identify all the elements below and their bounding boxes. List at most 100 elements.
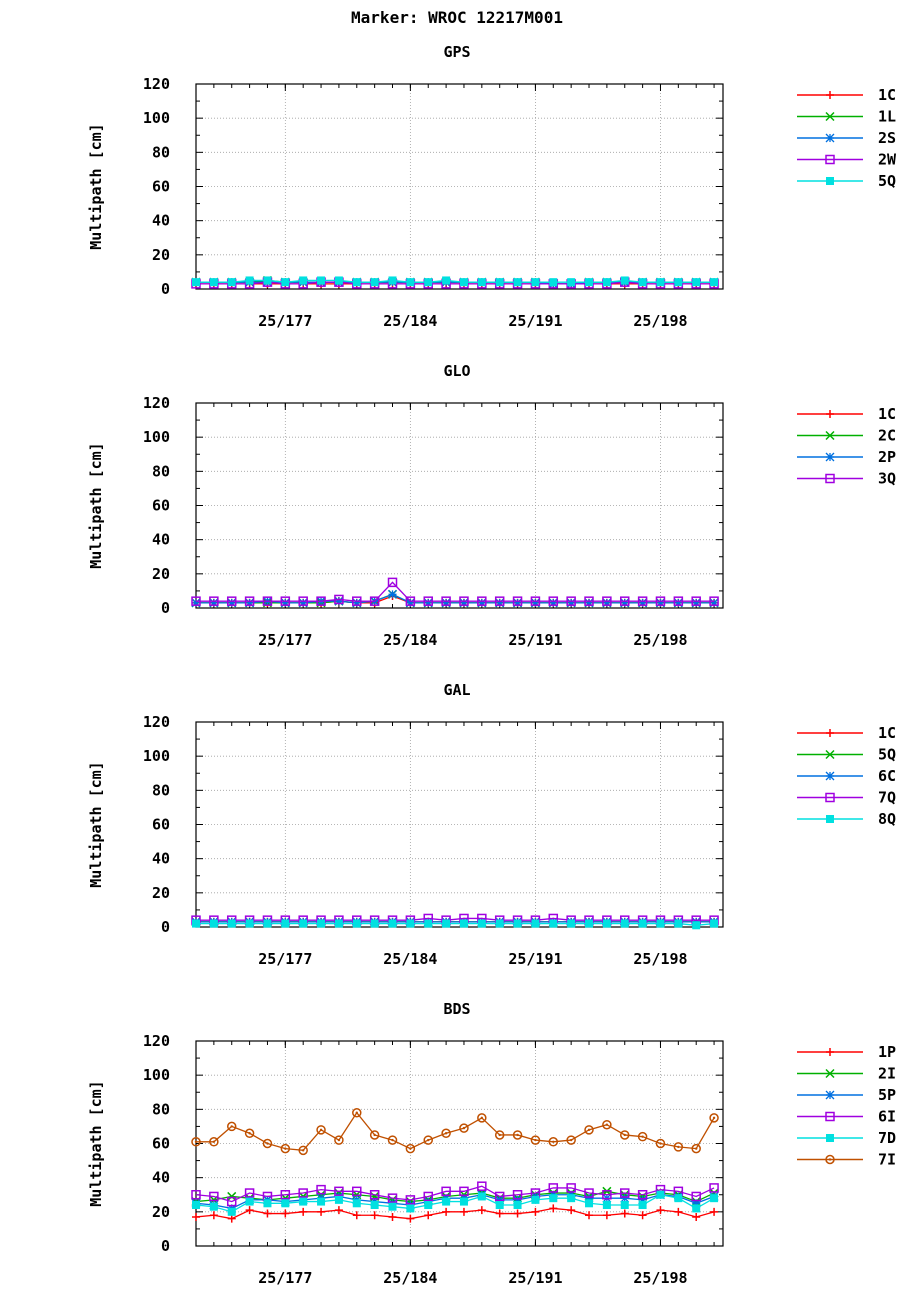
legend-label: 5P [878, 1086, 896, 1104]
data-point [406, 1204, 415, 1213]
data-point [673, 1142, 684, 1152]
xtick-label: 25/177 [258, 631, 312, 649]
data-point [602, 278, 611, 287]
xtick-label: 25/177 [258, 1269, 312, 1287]
series-5Q [192, 276, 719, 287]
data-point [317, 1197, 326, 1206]
data-point [459, 919, 468, 928]
data-point [512, 596, 523, 606]
data-point [512, 1190, 523, 1200]
data-point [387, 1135, 398, 1145]
data-point [442, 919, 451, 928]
series-line [196, 917, 715, 921]
data-point [245, 1206, 254, 1215]
series-line [196, 922, 715, 926]
data-point [459, 598, 469, 608]
series-line [196, 1111, 715, 1152]
data-point [656, 1190, 665, 1199]
data-point [369, 1130, 380, 1140]
data-point [584, 1125, 594, 1135]
data-point [459, 1197, 468, 1206]
data-point [423, 1135, 433, 1145]
data-point [655, 1138, 666, 1149]
data-point [620, 1209, 629, 1218]
data-point [405, 1143, 416, 1154]
legend-label: 5Q [878, 746, 896, 764]
data-point [566, 1183, 576, 1193]
data-point [298, 596, 308, 606]
data-point [405, 1195, 416, 1205]
ytick-label: 60 [152, 497, 170, 515]
data-point [191, 596, 201, 606]
data-point [227, 598, 237, 608]
data-point [388, 1212, 397, 1221]
chart-title: GPS [443, 43, 470, 61]
data-point [280, 596, 291, 606]
data-point [637, 596, 648, 606]
data-point [709, 596, 719, 606]
data-point [674, 919, 683, 928]
chart-bds: BDS 0 20 40 60 80 100 120 25/177 25/184 25/191 25/1… [87, 1000, 896, 1287]
legend-marker [825, 133, 835, 143]
data-point [298, 598, 308, 608]
data-point [280, 598, 290, 608]
data-point [638, 1211, 647, 1220]
series-7I [191, 1108, 719, 1156]
data-point [263, 919, 272, 928]
data-point [548, 596, 559, 606]
data-point [370, 1211, 379, 1220]
data-point [317, 276, 326, 285]
data-point [566, 598, 576, 608]
data-point [227, 919, 236, 928]
xtick-label: 25/177 [258, 312, 312, 330]
data-point [441, 1186, 451, 1197]
data-point [370, 1201, 379, 1209]
legend-marker [826, 729, 834, 737]
legend-marker [825, 1090, 835, 1100]
xtick-label: 25/198 [633, 312, 687, 330]
legend-label: 7D [878, 1129, 896, 1147]
series-line [195, 1185, 715, 1203]
data-point [227, 1191, 237, 1201]
data-point [192, 919, 200, 928]
data-point [512, 1130, 523, 1140]
ytick-label: 100 [143, 1066, 170, 1084]
data-point [530, 1135, 541, 1145]
data-point [405, 598, 415, 608]
data-point [691, 596, 701, 606]
data-point [584, 596, 594, 606]
data-point [406, 1214, 415, 1223]
data-point [585, 919, 594, 928]
data-point [620, 598, 630, 608]
data-point [226, 1121, 237, 1132]
plot-frame [195, 721, 724, 928]
data-point [226, 596, 237, 606]
ytick-label: 60 [152, 178, 170, 196]
legend-marker [825, 452, 835, 462]
legend-label: 8Q [878, 810, 896, 828]
data-point [710, 278, 719, 287]
data-point [692, 278, 701, 287]
data-point [316, 1125, 326, 1135]
legend-marker [826, 177, 834, 185]
data-point [709, 598, 719, 608]
data-point [691, 1191, 701, 1202]
data-point [316, 1184, 326, 1195]
ytick-label: 0 [161, 280, 170, 298]
data-point [423, 598, 433, 608]
series-2P [191, 589, 719, 608]
data-point [263, 1209, 272, 1218]
data-point [298, 1145, 308, 1156]
data-point [441, 596, 451, 606]
legend-marker [825, 473, 835, 484]
series-line [195, 1194, 715, 1213]
data-point [710, 1207, 719, 1216]
data-point [299, 1207, 308, 1216]
data-point [530, 598, 540, 608]
data-point [352, 1186, 362, 1197]
data-point [531, 278, 540, 287]
legend-marker [825, 771, 835, 781]
y-axis-label: Multipath [cm] [87, 761, 105, 887]
data-point [459, 1186, 469, 1197]
data-point [299, 919, 308, 928]
